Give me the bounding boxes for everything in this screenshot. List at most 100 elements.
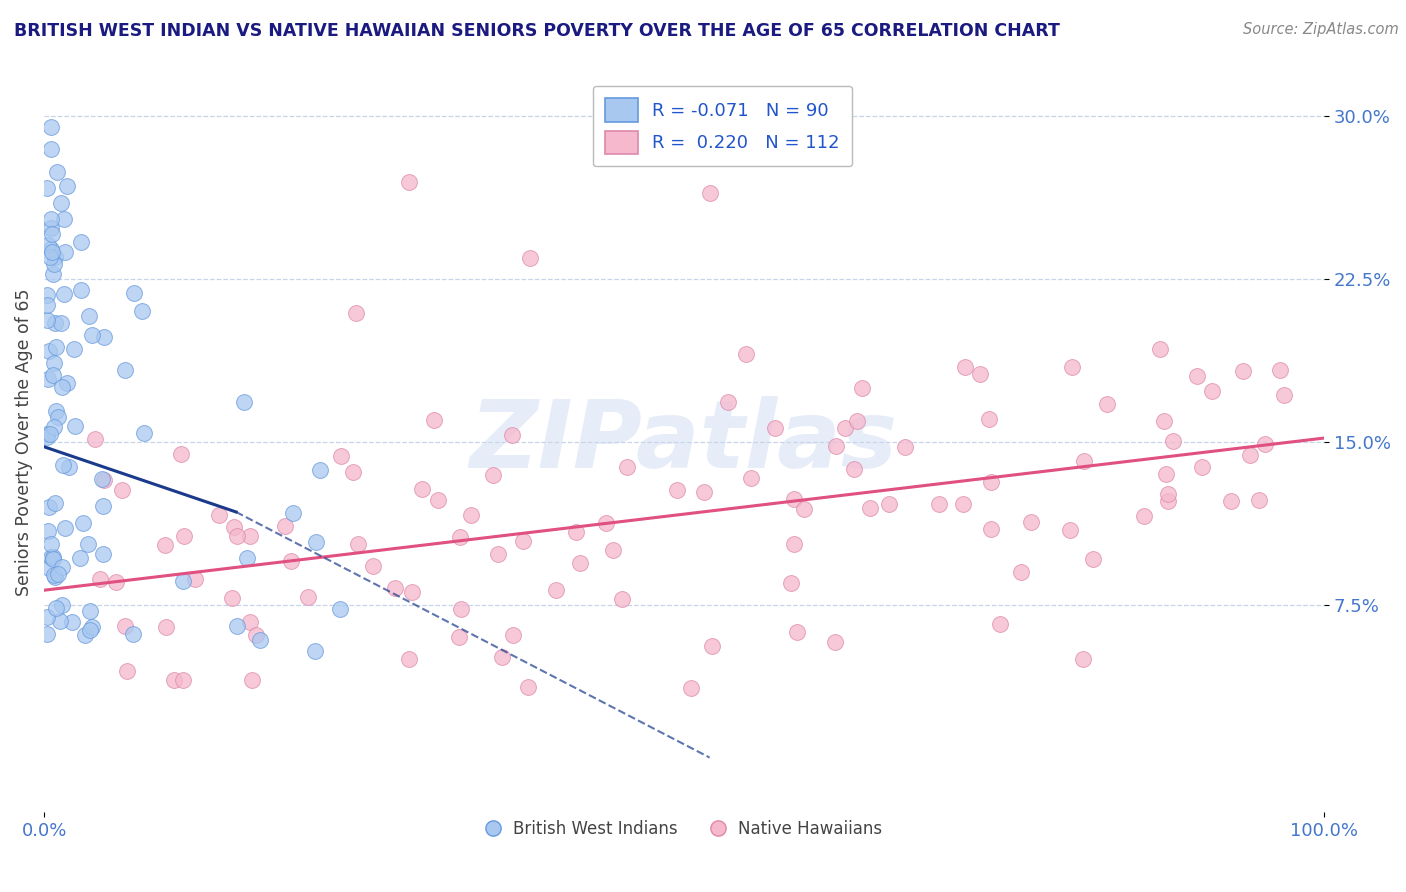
Point [39,120,62,135]
Legend: British West Indians, Native Hawaiians: British West Indians, Native Hawaiians [479,813,889,844]
Point [221,591,243,605]
Point [460,508,482,523]
Point [928,497,950,511]
Point [38,250,60,264]
Point [37,524,59,538]
Point [1133,509,1156,524]
Point [1097,396,1119,410]
Point [328,601,350,615]
Point [39,221,62,235]
Point [44,496,66,510]
Point [501,428,523,442]
Point [239,615,262,629]
Point [35,180,58,194]
Point [44,356,66,370]
Point [46,566,69,581]
Point [735,347,758,361]
Point [851,381,873,395]
Point [304,644,326,658]
Point [1239,448,1261,462]
Point [91,499,114,513]
Point [665,483,688,498]
Point [1071,652,1094,666]
Point [93,330,115,344]
Point [344,306,367,320]
Point [1191,459,1213,474]
Point [44,316,66,330]
Point [172,574,194,589]
Point [37,313,59,327]
Y-axis label: Seniors Poverty Over the Age of 65: Seniors Poverty Over the Age of 65 [15,289,32,596]
Point [1081,552,1104,566]
Point [37,372,59,386]
Point [1185,369,1208,384]
Point [44,570,66,584]
Point [79,623,101,637]
Point [42,550,65,565]
Point [240,673,263,687]
Point [423,413,446,427]
Point [89,572,111,586]
Point [41,244,63,259]
Point [1073,454,1095,468]
Point [693,484,716,499]
Point [38,560,60,574]
Point [980,522,1002,536]
Point [239,529,262,543]
Point [39,549,62,564]
Point [184,572,207,586]
Point [1254,437,1277,451]
Point [45,403,67,417]
Point [70,283,93,297]
Point [308,463,330,477]
Point [679,681,702,695]
Point [69,550,91,565]
Point [969,367,991,381]
Point [502,628,524,642]
Point [280,553,302,567]
Point [60,615,83,629]
Point [52,458,75,472]
Point [42,567,65,582]
Point [35,627,58,641]
Point [482,467,505,482]
Point [401,584,423,599]
Point [1154,467,1177,482]
Point [953,359,976,374]
Point [449,530,471,544]
Point [740,471,762,485]
Point [235,550,257,565]
Point [122,285,145,300]
Point [1201,384,1223,398]
Point [46,165,69,179]
Point [516,680,538,694]
Point [783,536,806,550]
Point [486,547,509,561]
Text: ZIPatlas: ZIPatlas [470,396,898,489]
Point [426,492,449,507]
Point [52,212,75,227]
Point [35,298,58,312]
Point [208,508,231,523]
Point [398,175,420,189]
Point [980,475,1002,489]
Point [53,244,76,259]
Point [569,556,592,570]
Point [879,497,901,511]
Point [75,627,97,641]
Point [117,665,139,679]
Point [39,211,62,226]
Point [763,421,786,435]
Point [131,304,153,318]
Point [46,409,69,424]
Point [1010,565,1032,579]
Point [55,376,77,391]
Point [595,516,617,530]
Point [35,426,58,441]
Point [225,529,247,543]
Point [610,591,633,606]
Point [450,602,472,616]
Point [44,600,66,615]
Point [39,536,62,550]
Point [699,186,721,200]
